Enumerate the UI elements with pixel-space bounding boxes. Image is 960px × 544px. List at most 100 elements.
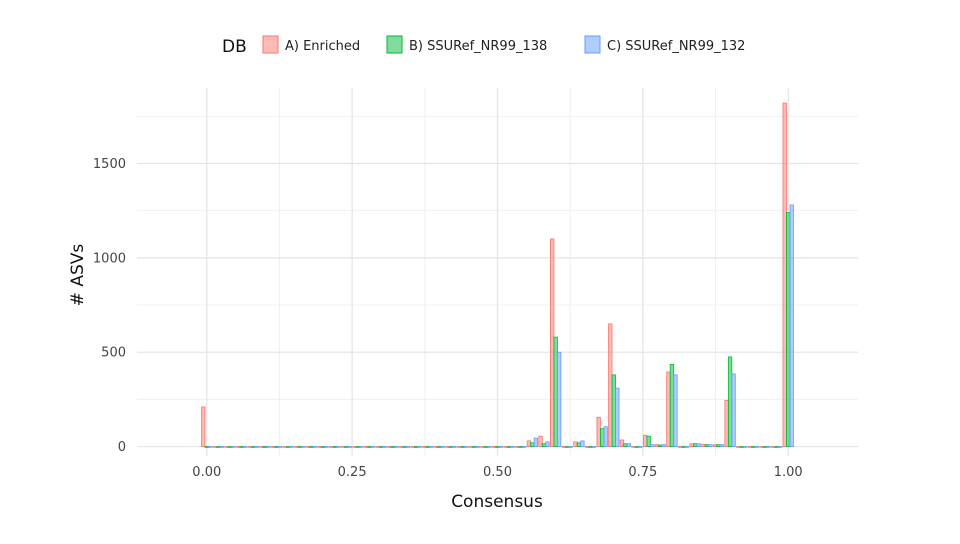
bar-b-ssuref-nr99-138 — [367, 446, 372, 448]
bar-c-ssuref-nr99-132 — [440, 446, 445, 448]
bar-b-ssuref-nr99-138 — [448, 446, 454, 448]
bar-c-ssuref-nr99-132 — [289, 446, 294, 448]
bar-b-ssuref-nr99-138 — [646, 435, 651, 447]
plot-panel — [137, 88, 858, 456]
bar-c-ssuref-nr99-132 — [336, 446, 341, 448]
legend-key-a-enriched — [262, 35, 279, 54]
bar-b-ssuref-nr99-138 — [390, 446, 395, 448]
bar-b-ssuref-nr99-138 — [495, 446, 500, 448]
bar-b-ssuref-nr99-138 — [297, 446, 302, 448]
bar-b-ssuref-nr99-138 — [227, 446, 233, 448]
bar-c-ssuref-nr99-132 — [650, 444, 655, 447]
legend-label-b-ssuref-nr99-138: B) SSURef_NR99_138 — [409, 39, 547, 54]
bar-c-ssuref-nr99-132 — [556, 351, 562, 447]
bar-a-enriched — [363, 446, 369, 448]
y-tick-label: 1500 — [93, 157, 126, 172]
bar-c-ssuref-nr99-132 — [708, 444, 713, 447]
bar-a-enriched — [224, 446, 229, 448]
bar-c-ssuref-nr99-132 — [475, 446, 480, 448]
bar-b-ssuref-nr99-138 — [506, 446, 512, 448]
bar-b-ssuref-nr99-138 — [565, 446, 570, 448]
bar-b-ssuref-nr99-138 — [460, 446, 465, 448]
bar-b-ssuref-nr99-138 — [437, 446, 442, 448]
bar-c-ssuref-nr99-132 — [243, 446, 248, 448]
bar-a-enriched — [724, 399, 729, 447]
bar-b-ssuref-nr99-138 — [611, 374, 616, 447]
bar-a-enriched — [398, 446, 404, 448]
bar-c-ssuref-nr99-132 — [522, 446, 527, 448]
y-axis-title: # ASVs — [68, 244, 88, 307]
bar-a-enriched — [596, 416, 601, 447]
bar-b-ssuref-nr99-138 — [541, 443, 547, 447]
bar-c-ssuref-nr99-132 — [277, 446, 283, 448]
bar-c-ssuref-nr99-132 — [743, 446, 748, 448]
bar-a-enriched — [666, 371, 671, 447]
bar-c-ssuref-nr99-132 — [405, 446, 411, 448]
bar-c-ssuref-nr99-132 — [754, 446, 759, 448]
bar-b-ssuref-nr99-138 — [704, 444, 709, 447]
bar-b-ssuref-nr99-138 — [274, 446, 279, 448]
bar-a-enriched — [201, 406, 206, 447]
bar-b-ssuref-nr99-138 — [716, 444, 721, 447]
bar-b-ssuref-nr99-138 — [634, 446, 640, 448]
legend-label-c-ssuref-nr99-132: C) SSURef_NR99_132 — [607, 39, 745, 54]
bar-a-enriched — [433, 446, 439, 448]
bar-a-enriched — [317, 446, 322, 448]
bar-b-ssuref-nr99-138 — [727, 356, 733, 447]
bar-a-enriched — [352, 446, 357, 448]
bar-a-enriched — [584, 446, 590, 448]
bar-b-ssuref-nr99-138 — [518, 446, 523, 448]
bar-a-enriched — [491, 446, 497, 448]
bar-a-enriched — [375, 446, 380, 448]
bar-a-enriched — [782, 102, 787, 447]
x-tick-label: 0.50 — [483, 465, 512, 480]
bar-c-ssuref-nr99-132 — [580, 440, 585, 447]
bar-b-ssuref-nr99-138 — [239, 446, 244, 448]
bar-a-enriched — [526, 440, 532, 447]
bar-c-ssuref-nr99-132 — [510, 446, 515, 448]
legend-key-b-ssuref-nr99-138 — [386, 35, 403, 54]
legend-label-a-enriched: A) Enriched — [285, 39, 360, 54]
bar-c-ssuref-nr99-132 — [731, 373, 736, 447]
bar-b-ssuref-nr99-138 — [739, 446, 744, 448]
x-tick-label: 0.00 — [192, 465, 221, 480]
bar-b-ssuref-nr99-138 — [483, 446, 489, 448]
bar-a-enriched — [654, 444, 659, 447]
x-tick-label: 0.25 — [338, 465, 367, 480]
bar-a-enriched — [759, 446, 764, 448]
y-tick-label: 0 — [118, 440, 126, 455]
x-tick-label: 1.00 — [774, 465, 803, 480]
bar-c-ssuref-nr99-132 — [684, 446, 690, 448]
bar-c-ssuref-nr99-132 — [696, 443, 701, 447]
x-tick-label: 0.75 — [628, 465, 657, 480]
bar-c-ssuref-nr99-132 — [359, 446, 364, 448]
bar-a-enriched — [236, 446, 241, 448]
legend-title: DB — [222, 37, 247, 57]
bar-a-enriched — [282, 446, 287, 448]
bar-c-ssuref-nr99-132 — [568, 446, 573, 448]
bar-c-ssuref-nr99-132 — [777, 446, 783, 448]
bar-a-enriched — [643, 434, 648, 447]
bar-a-enriched — [619, 439, 625, 447]
bar-c-ssuref-nr99-132 — [312, 446, 318, 448]
bar-b-ssuref-nr99-138 — [786, 212, 791, 447]
bar-a-enriched — [503, 446, 508, 448]
bar-b-ssuref-nr99-138 — [588, 446, 593, 448]
bar-b-ssuref-nr99-138 — [600, 428, 605, 447]
bar-a-enriched — [305, 446, 311, 448]
bar-b-ssuref-nr99-138 — [623, 443, 628, 447]
bar-c-ssuref-nr99-132 — [231, 446, 236, 448]
bar-c-ssuref-nr99-132 — [347, 446, 352, 448]
bar-c-ssuref-nr99-132 — [394, 446, 399, 448]
bar-a-enriched — [689, 443, 694, 447]
bar-c-ssuref-nr99-132 — [638, 446, 643, 448]
bar-a-enriched — [387, 446, 392, 448]
bar-c-ssuref-nr99-132 — [370, 446, 376, 448]
bar-a-enriched — [736, 446, 741, 448]
bar-a-enriched — [247, 446, 252, 448]
bar-c-ssuref-nr99-132 — [591, 446, 597, 448]
bar-a-enriched — [561, 446, 566, 448]
bar-c-ssuref-nr99-132 — [382, 446, 387, 448]
bar-c-ssuref-nr99-132 — [603, 426, 608, 447]
